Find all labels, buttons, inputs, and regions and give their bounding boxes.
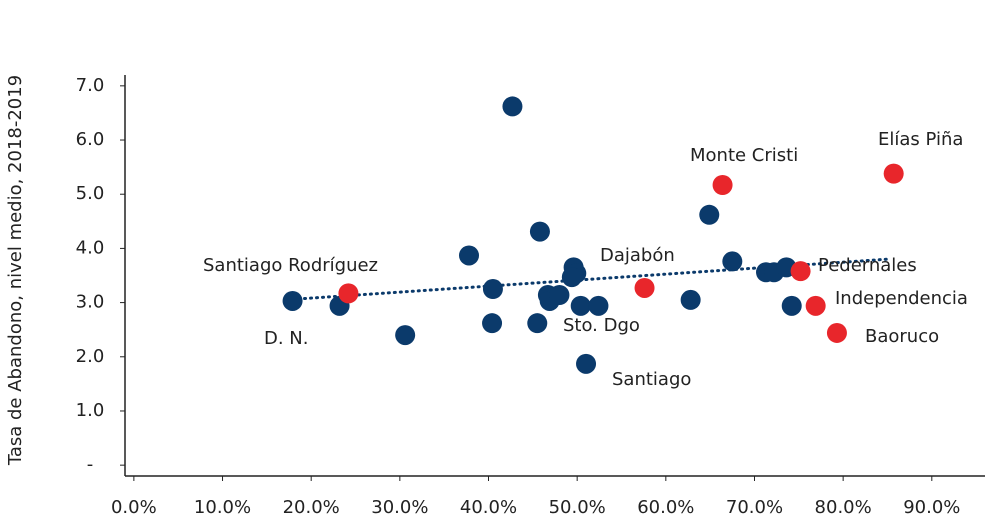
y-tick-label: 3.0 — [76, 292, 105, 313]
point — [549, 285, 570, 306]
point — [576, 353, 597, 374]
y-tick-label: 2.0 — [76, 346, 105, 367]
point — [561, 267, 582, 288]
annotation: D. N. — [264, 328, 309, 349]
y-tick-label: 7.0 — [76, 75, 105, 96]
x-tick-label: 70.0% — [726, 497, 783, 518]
point — [781, 295, 802, 316]
point — [699, 204, 720, 225]
point — [482, 279, 503, 300]
point — [338, 283, 359, 304]
point — [502, 96, 523, 117]
annotation: Elías Piña — [878, 129, 963, 150]
point — [527, 313, 548, 334]
y-tick-label: 1.0 — [76, 400, 105, 421]
point — [395, 325, 416, 346]
point — [883, 163, 904, 184]
point — [634, 277, 655, 298]
point — [588, 295, 609, 316]
x-tick-label: 60.0% — [637, 497, 694, 518]
point — [282, 290, 303, 311]
point — [680, 289, 701, 310]
point — [529, 221, 550, 242]
point — [712, 175, 733, 196]
point — [826, 322, 847, 343]
x-tick-label: 50.0% — [549, 497, 606, 518]
x-tick-label: 40.0% — [460, 497, 517, 518]
annotation: Santiago Rodríguez — [203, 255, 378, 276]
x-tick-label: 10.0% — [194, 497, 251, 518]
annotation: Independencia — [835, 288, 968, 309]
y-tick-label: 4.0 — [76, 237, 105, 258]
point — [570, 295, 591, 316]
annotation: Sto. Dgo — [563, 315, 640, 336]
x-tick-label: 80.0% — [815, 497, 872, 518]
x-tick-label: 90.0% — [903, 497, 960, 518]
x-tick-label: 20.0% — [283, 497, 340, 518]
y-tick-label: 6.0 — [76, 129, 105, 150]
annotation: Santiago — [612, 369, 691, 390]
annotation: Monte Cristi — [690, 145, 798, 166]
point — [805, 295, 826, 316]
annotation: Dajabón — [600, 245, 675, 266]
point — [482, 313, 503, 334]
y-tick-label: 5.0 — [76, 183, 105, 204]
y-tick-label: - — [87, 454, 94, 475]
point — [459, 245, 479, 266]
annotation: Baoruco — [865, 326, 939, 347]
annotation: Pedernales — [818, 255, 917, 276]
x-tick-label: 30.0% — [371, 497, 428, 518]
x-tick-label: 0.0% — [111, 497, 157, 518]
point — [790, 261, 811, 282]
point — [722, 251, 743, 272]
y-axis-label: Tasa de Abandono, nivel medio, 2018-2019 — [5, 75, 26, 466]
